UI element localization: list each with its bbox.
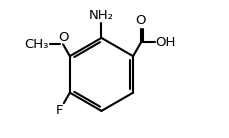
Text: CH₃: CH₃ bbox=[25, 38, 49, 51]
Text: O: O bbox=[58, 31, 68, 44]
Text: O: O bbox=[134, 14, 145, 27]
Text: OH: OH bbox=[155, 36, 175, 49]
Text: F: F bbox=[55, 104, 63, 117]
Text: NH₂: NH₂ bbox=[89, 9, 114, 22]
